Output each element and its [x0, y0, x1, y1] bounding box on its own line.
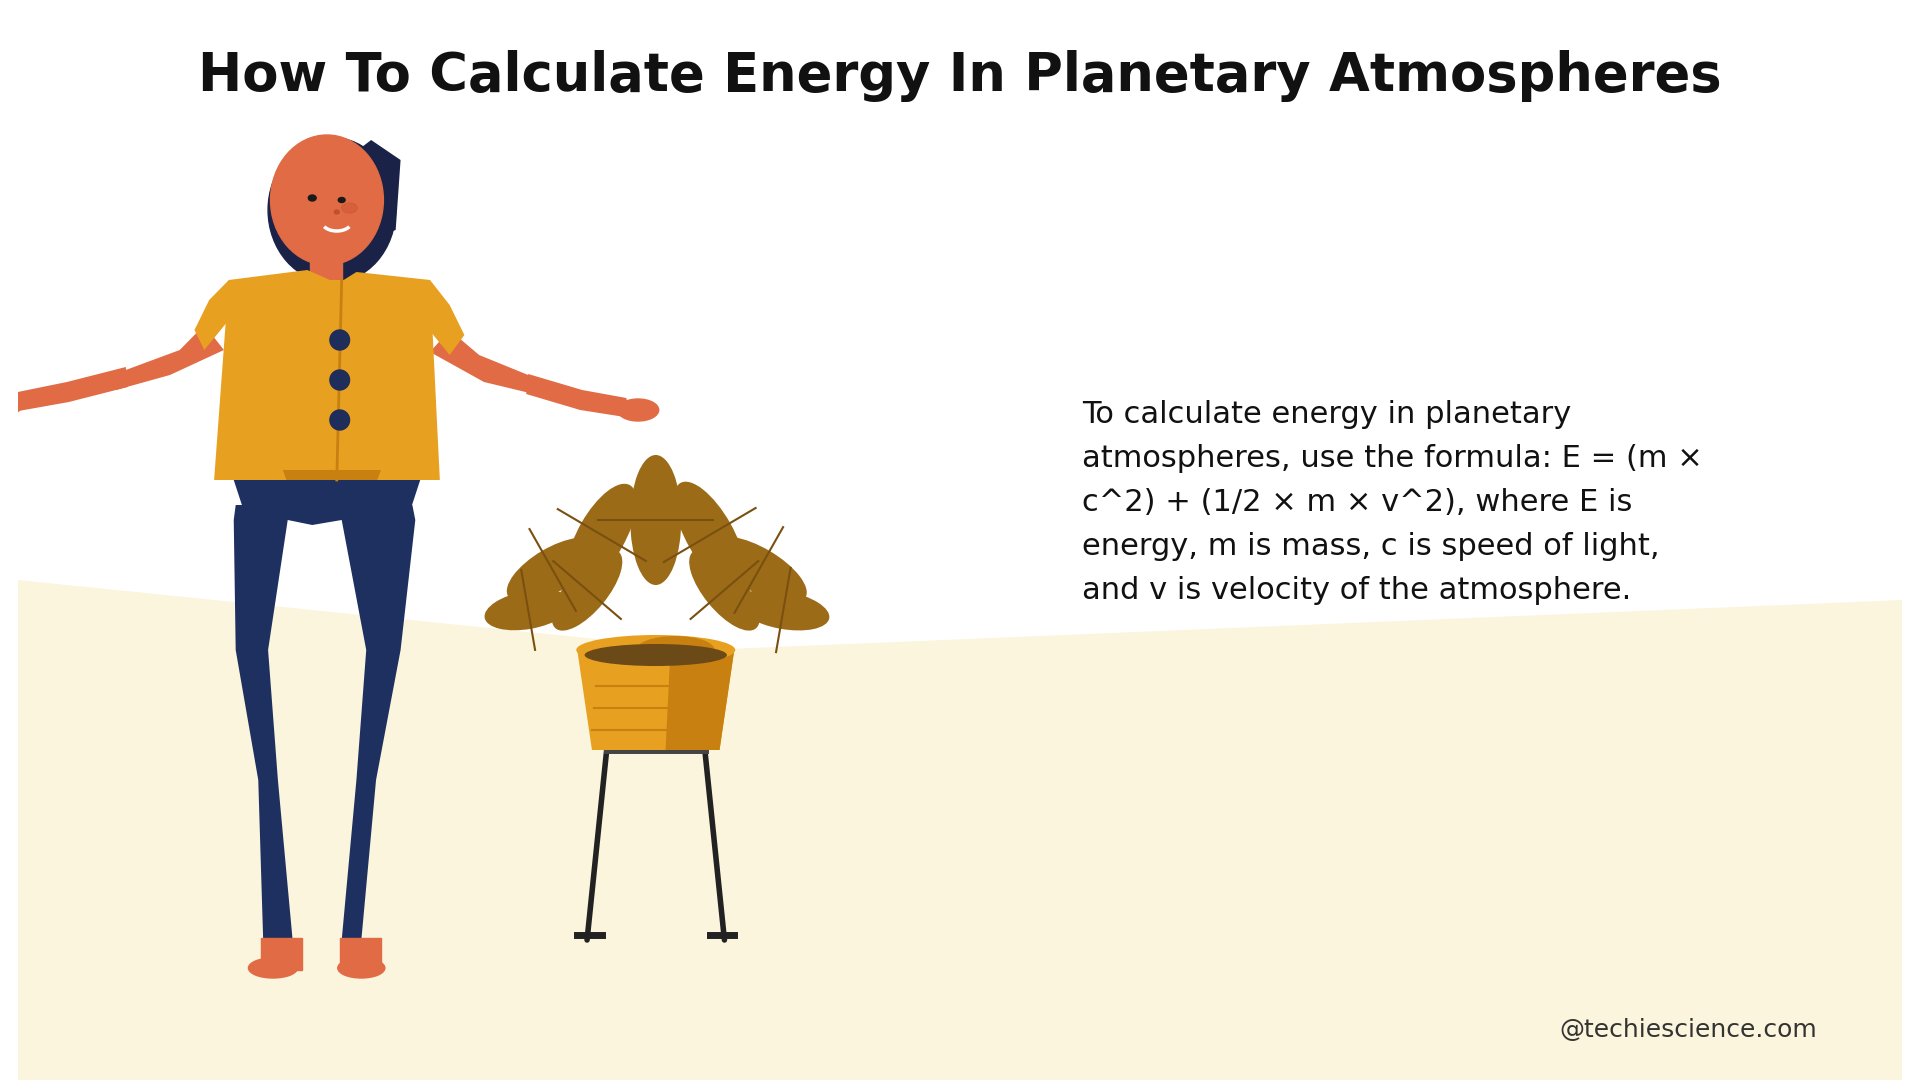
Ellipse shape: [630, 455, 682, 585]
Polygon shape: [215, 270, 440, 480]
Text: @techiescience.com: @techiescience.com: [1559, 1018, 1818, 1042]
Polygon shape: [115, 325, 225, 390]
Bar: [261, 939, 303, 970]
Bar: [340, 939, 380, 970]
Polygon shape: [17, 580, 1903, 1080]
Bar: [311, 220, 342, 280]
Ellipse shape: [689, 550, 760, 631]
Polygon shape: [526, 374, 632, 418]
Polygon shape: [234, 505, 415, 940]
Polygon shape: [317, 262, 342, 280]
Ellipse shape: [334, 210, 340, 214]
Ellipse shape: [269, 137, 396, 283]
Circle shape: [330, 410, 349, 430]
Ellipse shape: [737, 590, 829, 631]
Polygon shape: [234, 480, 420, 510]
Polygon shape: [666, 650, 733, 750]
Ellipse shape: [674, 482, 745, 589]
Ellipse shape: [618, 399, 659, 421]
Ellipse shape: [338, 198, 346, 203]
Polygon shape: [332, 140, 401, 249]
Ellipse shape: [551, 550, 622, 631]
Ellipse shape: [710, 537, 806, 604]
Polygon shape: [430, 330, 538, 395]
Text: How To Calculate Energy In Planetary Atmospheres: How To Calculate Energy In Planetary Atm…: [198, 50, 1722, 102]
Circle shape: [330, 370, 349, 390]
Ellipse shape: [484, 590, 572, 631]
Polygon shape: [13, 367, 129, 411]
Ellipse shape: [309, 195, 317, 201]
Ellipse shape: [584, 644, 728, 666]
Ellipse shape: [566, 484, 637, 586]
Text: To calculate energy in planetary
atmospheres, use the formula: E = (m ×
c^2) + (: To calculate energy in planetary atmosph…: [1083, 400, 1703, 605]
Polygon shape: [411, 280, 465, 355]
Ellipse shape: [248, 958, 298, 978]
Ellipse shape: [338, 958, 384, 978]
Ellipse shape: [507, 538, 599, 603]
Ellipse shape: [271, 135, 384, 265]
Polygon shape: [282, 470, 380, 510]
Polygon shape: [578, 650, 733, 750]
Ellipse shape: [342, 203, 357, 213]
Circle shape: [330, 330, 349, 350]
Ellipse shape: [576, 635, 735, 665]
Ellipse shape: [636, 636, 714, 664]
Polygon shape: [194, 280, 244, 350]
Ellipse shape: [0, 394, 21, 416]
